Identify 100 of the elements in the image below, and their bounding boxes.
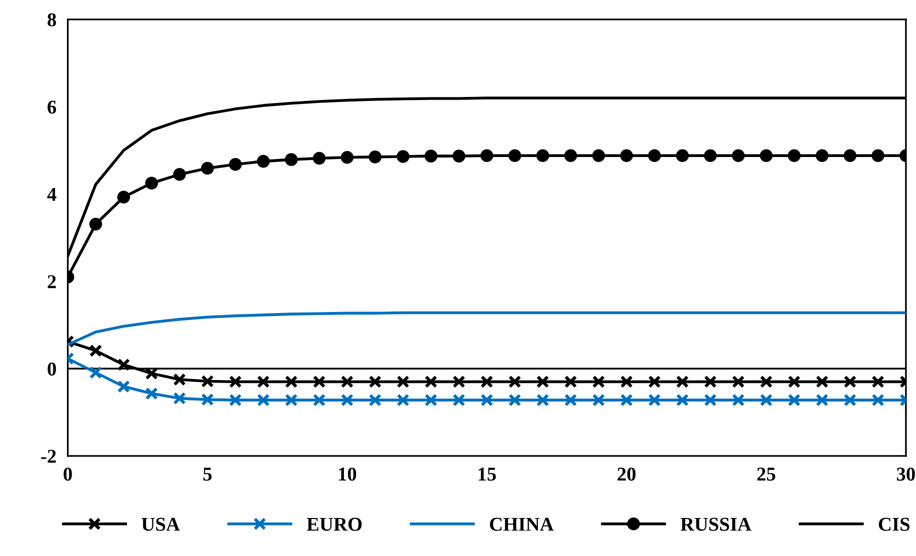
- point: [480, 394, 494, 406]
- point: [229, 158, 242, 171]
- point: [536, 394, 550, 406]
- point: [201, 393, 214, 406]
- point: [704, 149, 717, 162]
- point: [592, 375, 605, 388]
- point: [89, 344, 102, 358]
- point: [872, 149, 884, 162]
- x-tick-label: 15: [478, 468, 496, 481]
- legend-label: RUSSIA: [680, 518, 752, 531]
- point: [312, 152, 326, 165]
- point: [508, 149, 522, 162]
- x-tick-label: 5: [203, 468, 212, 481]
- point: [396, 394, 410, 406]
- point: [117, 190, 130, 204]
- point: [872, 375, 884, 388]
- point: [312, 375, 326, 388]
- point: [760, 375, 773, 388]
- y-tick-label: 0: [48, 362, 56, 376]
- point: [592, 149, 605, 162]
- point: [452, 375, 466, 388]
- point: [648, 149, 661, 162]
- x-tick-label: 30: [896, 468, 915, 481]
- point: [732, 375, 745, 388]
- point: [816, 149, 828, 162]
- line-series: [68, 311, 906, 346]
- x-tick-label: 20: [618, 468, 636, 481]
- point: [536, 149, 550, 162]
- point: [564, 394, 578, 406]
- point: [676, 394, 689, 406]
- y-tick-label: -2: [41, 450, 56, 463]
- y-tick-label: 4: [47, 188, 56, 201]
- point: [760, 149, 773, 162]
- point: [284, 375, 298, 388]
- point: [508, 394, 522, 406]
- point: [368, 394, 382, 406]
- point: [396, 375, 410, 388]
- point: [732, 149, 745, 162]
- point: [368, 150, 382, 164]
- point: [676, 149, 689, 162]
- point: [788, 149, 801, 162]
- point: [564, 149, 578, 162]
- point: [340, 394, 354, 406]
- point: [844, 149, 856, 162]
- y-tick-label: 6: [48, 100, 56, 114]
- point: [284, 153, 298, 166]
- point: [340, 375, 354, 388]
- point: [536, 375, 550, 388]
- point: [201, 162, 214, 175]
- point: [564, 375, 578, 388]
- point: [676, 375, 689, 388]
- point: [620, 375, 633, 388]
- point: [424, 375, 438, 388]
- point: [844, 394, 856, 406]
- point: [256, 375, 270, 388]
- point: [424, 394, 438, 406]
- point: [788, 375, 801, 388]
- point: [480, 149, 494, 162]
- point: [396, 150, 410, 163]
- point: [229, 375, 242, 388]
- legend-label: CHINA: [490, 518, 554, 531]
- point: [145, 387, 158, 400]
- point: [201, 374, 214, 388]
- x-tick-label: 10: [339, 468, 356, 481]
- x-tick-label: 0: [64, 468, 72, 481]
- point: [312, 394, 326, 406]
- point: [648, 394, 661, 406]
- point: [704, 375, 717, 388]
- point: [648, 375, 661, 388]
- point: [89, 366, 102, 379]
- point: [816, 394, 828, 406]
- y-tick-label: 8: [48, 13, 56, 26]
- point: [256, 394, 270, 406]
- point: [508, 375, 522, 388]
- point: [256, 154, 270, 168]
- point: [788, 394, 801, 406]
- legend-label: USA: [142, 518, 180, 531]
- x-tick-label: 25: [757, 468, 776, 481]
- point: [620, 394, 633, 406]
- y-tick-label: 2: [48, 275, 56, 288]
- point: [173, 373, 186, 386]
- point: [816, 375, 828, 388]
- point: [452, 394, 466, 406]
- point: [872, 394, 884, 406]
- point: [117, 358, 130, 372]
- legend-label: EURO: [306, 518, 362, 531]
- point: [452, 150, 466, 162]
- point: [284, 394, 298, 406]
- point: [173, 168, 186, 181]
- point: [117, 380, 130, 393]
- point: [89, 218, 102, 231]
- point: [145, 176, 158, 190]
- point: [844, 375, 856, 388]
- point: [229, 394, 242, 406]
- point: [732, 394, 745, 406]
- point: [704, 394, 717, 406]
- legend-label: CIS: [878, 518, 910, 531]
- point: [368, 375, 382, 388]
- point: [480, 375, 494, 388]
- point: [620, 149, 633, 162]
